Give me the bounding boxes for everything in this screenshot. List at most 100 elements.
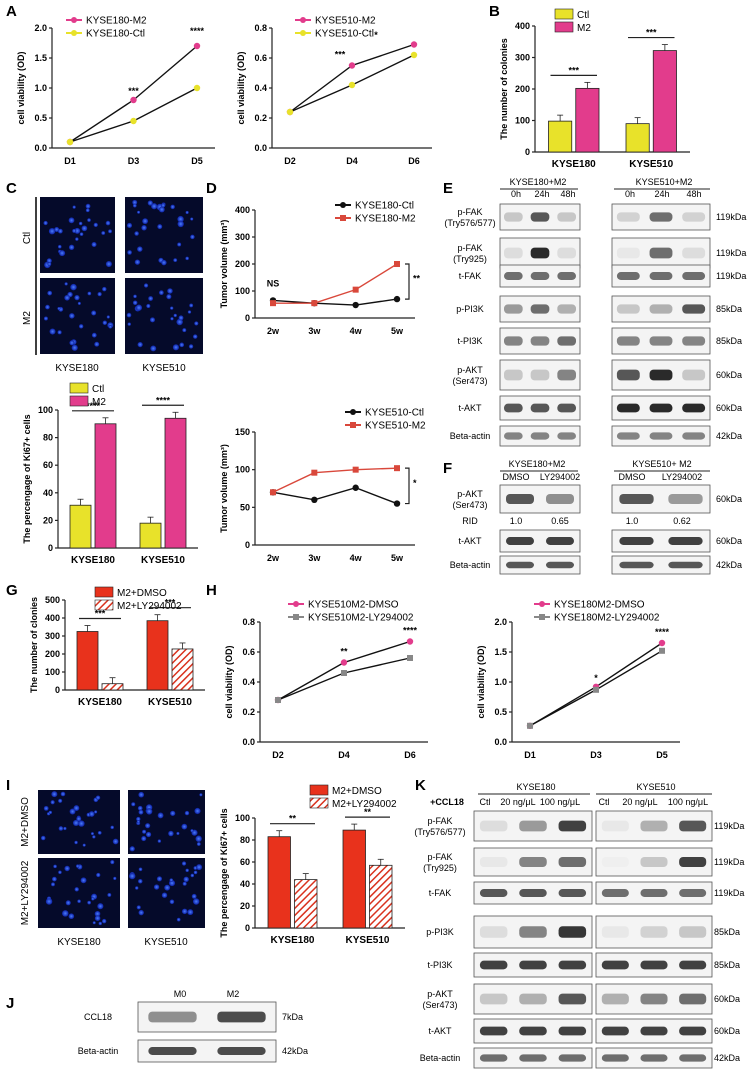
cell-nucleus: [138, 791, 145, 798]
cell-nucleus: [136, 816, 141, 822]
cell-nucleus: [137, 246, 143, 252]
y-axis-label: Tumor volume (mm³): [219, 220, 229, 309]
y-tick-label: 300: [515, 53, 530, 63]
cell-nucleus: [137, 878, 143, 884]
bar: [575, 87, 600, 153]
blot-band: [479, 926, 508, 938]
x-tick-label: KYSE510: [141, 555, 185, 566]
x-tick-label: D5: [191, 156, 203, 166]
y-tick-label: 0.5: [34, 113, 47, 123]
panel-label-b: B: [489, 3, 500, 20]
data-point: [130, 96, 137, 104]
data-point: [193, 42, 201, 50]
series-line: [272, 298, 398, 306]
row-label: t-AKT: [458, 536, 482, 546]
cell-nucleus: [157, 224, 163, 230]
cell-nucleus: [112, 838, 119, 845]
mw-label: 119kDa: [714, 821, 744, 831]
cell-nucleus: [135, 886, 139, 890]
mw-label: 85kDa: [716, 336, 742, 346]
sig-label: **: [364, 807, 372, 817]
cell-nucleus: [108, 229, 112, 234]
cell-nucleus: [136, 905, 141, 910]
cell-nucleus: [166, 294, 172, 300]
legend-label: Ctl: [577, 10, 589, 21]
cell-nucleus: [92, 921, 96, 925]
blot-band: [506, 493, 534, 505]
blot-band: [504, 272, 523, 280]
cell-nucleus: [178, 315, 184, 321]
legend-swatch: [554, 21, 574, 33]
cell-nucleus: [177, 215, 184, 223]
cell-nucleus: [78, 820, 85, 827]
cell-nucleus: [185, 210, 189, 215]
cell-nucleus: [59, 250, 66, 257]
treat-label: 100 ng/μL: [668, 797, 708, 807]
row-label: p-FAK: [457, 207, 482, 217]
group-label: KYSE510+M2: [636, 177, 693, 187]
blot-band: [682, 432, 706, 440]
row-label: p-FAK: [457, 243, 482, 253]
blot-band: [557, 272, 576, 280]
y-axis-label: cell viability (OD): [476, 645, 486, 718]
cell-nucleus: [196, 842, 201, 846]
data-point: [270, 300, 276, 307]
cell-nucleus: [105, 260, 112, 268]
x-tick-label: D1: [64, 156, 76, 166]
cell-nucleus: [138, 809, 144, 815]
time-label: 24h: [654, 189, 669, 199]
cell-nucleus: [135, 304, 143, 311]
sig-label: **: [289, 814, 297, 824]
cell-nucleus: [49, 328, 56, 335]
row-label: p-FAK: [427, 816, 452, 826]
blot-band: [668, 561, 703, 569]
mw-label: 60kDa: [716, 370, 742, 380]
cell-nucleus: [183, 876, 189, 882]
time-label: 48h: [560, 189, 575, 199]
blot-band: [640, 1026, 668, 1036]
blot-band: [506, 561, 534, 569]
cell-nucleus: [137, 341, 143, 348]
blot-band: [640, 1054, 668, 1062]
mw-label: 119kDa: [714, 857, 744, 867]
blot-strip: [611, 203, 711, 231]
sig-label: *: [374, 30, 378, 40]
cell-nucleus: [74, 295, 80, 301]
blot-band: [619, 561, 654, 569]
y-tick-label: 0: [245, 540, 250, 550]
cell-nucleus: [185, 256, 189, 261]
panel-label-i: I: [6, 777, 10, 794]
legend-label: KYSE510-M2: [365, 421, 426, 432]
sig-label: ***: [335, 50, 346, 60]
blot-band: [519, 889, 547, 897]
group-label: KYSE180: [516, 782, 555, 792]
time-label: 48h: [686, 189, 701, 199]
mw-label: 42kDa: [716, 431, 742, 441]
series-line: [289, 43, 415, 113]
cell-nucleus: [113, 876, 117, 881]
col-label: M0: [174, 989, 187, 999]
group-label: KYSE510+ M2: [632, 459, 691, 469]
blot-band: [530, 432, 550, 440]
cell-nucleus: [108, 325, 113, 329]
y-tick-label: 80: [43, 433, 53, 443]
legend-label: M2+DMSO: [332, 786, 382, 797]
treat-label: DMSO: [619, 472, 646, 482]
cell-nucleus: [47, 262, 52, 266]
blot-band: [504, 369, 523, 381]
row-label: p-FAK: [427, 852, 452, 862]
cell-nucleus: [54, 227, 60, 232]
y-tick-label: 0: [245, 313, 250, 323]
cell-nucleus: [190, 873, 195, 878]
y-tick-label: 100: [235, 465, 250, 475]
sig-label: ***: [95, 609, 106, 619]
cell-nucleus: [129, 872, 136, 880]
bar: [548, 120, 573, 153]
cell-nucleus: [126, 312, 132, 318]
cell-nucleus: [68, 217, 75, 224]
blot-band: [649, 336, 673, 346]
treat-label: Ctl: [599, 797, 610, 807]
blot-band: [649, 432, 673, 440]
panel-label-k: K: [415, 777, 426, 794]
micrograph: [128, 790, 205, 854]
